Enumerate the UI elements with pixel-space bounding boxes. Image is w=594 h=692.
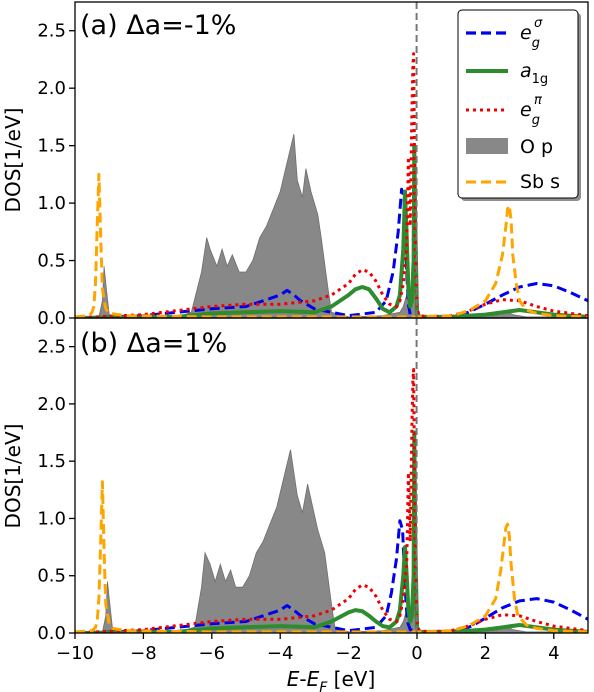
legend-swatch-op xyxy=(466,138,508,154)
panel-b-y-axis: 0.0 0.5 1.0 1.5 2.0 2.5 xyxy=(37,337,75,644)
legend-label-op: O p xyxy=(520,136,553,158)
legend-box xyxy=(457,9,579,199)
panel-b-ytick-label: 1.0 xyxy=(37,508,66,529)
panel-a-plot-area xyxy=(75,52,588,318)
xtick-label: −8 xyxy=(130,643,157,664)
panel-a-ytick-label: 1.5 xyxy=(37,136,66,157)
xtick-label: −2 xyxy=(335,643,362,664)
panel-b-ytick-label: 0.5 xyxy=(37,566,66,587)
panel-b-label: (b) Δa=1% xyxy=(80,328,227,359)
xtick-label: 2 xyxy=(480,643,491,664)
xtick-label: 4 xyxy=(548,643,559,664)
panel-b-ytick-label: 0.0 xyxy=(37,623,66,644)
panel-a-series-eg-sigma xyxy=(75,187,588,318)
panel-b-ytick-label: 1.5 xyxy=(37,451,66,472)
panel-b-series-a1g xyxy=(75,430,588,633)
panel-a-y-axis: 0.0 0.5 1.0 1.5 2.0 2.5 xyxy=(37,21,75,329)
panel-b-series-op xyxy=(75,449,588,633)
legend-label-eg-pi: egπ xyxy=(520,93,542,128)
x-axis: −10 −8 −6 −4 −2 0 2 4 xyxy=(56,633,560,664)
panel-b-series-eg-pi xyxy=(75,368,588,633)
legend: egσ a1g egπ O p Sb s xyxy=(457,9,581,201)
xtick-label: −6 xyxy=(199,643,226,664)
panel-b-frame xyxy=(74,317,589,634)
legend-label-a1g: a1g xyxy=(520,60,548,87)
xtick-label: −4 xyxy=(267,643,294,664)
panel-b-series-eg-sigma xyxy=(75,519,588,633)
panel-a-series-sbs xyxy=(75,172,588,318)
panel-b-plot-area xyxy=(75,368,588,633)
panel-a-ytick-label: 2.0 xyxy=(37,78,66,99)
panel-b-series-sbs xyxy=(75,480,588,633)
xtick-label: −10 xyxy=(56,643,94,664)
x-axis-label: E-EF [eV] xyxy=(287,667,376,692)
panel-a: 0.00.51.01.52.02.5 (a) Δa=-1% DOS[1/eV] … xyxy=(1,1,589,329)
panel-a-ytick-label: 0.5 xyxy=(37,251,66,272)
panel-b-ylabel: DOS[1/eV] xyxy=(1,424,25,529)
panel-a-label: (a) Δa=-1% xyxy=(80,10,236,41)
xtick-label: 0 xyxy=(411,643,422,664)
legend-label-eg-sigma: egσ xyxy=(520,16,543,51)
panel-a-ytick-label: 0.0 xyxy=(37,308,66,329)
legend-label-sbs: Sb s xyxy=(520,171,560,193)
panel-a-ylabel: DOS[1/eV] xyxy=(1,108,25,213)
panel-b: 0.0 0.5 1.0 1.5 2.0 2.5 −10 −8 −6 −4 −2 0 2 4 (b) Δa… xyxy=(1,317,589,692)
panel-b-ytick-label: 2.0 xyxy=(37,394,66,415)
panel-a-ytick-label: 1.0 xyxy=(37,193,66,214)
panel-a-ytick-label: 2.5 xyxy=(37,21,66,42)
panel-b-ytick-label: 2.5 xyxy=(37,337,66,358)
panel-a-series-a1g xyxy=(75,143,588,318)
